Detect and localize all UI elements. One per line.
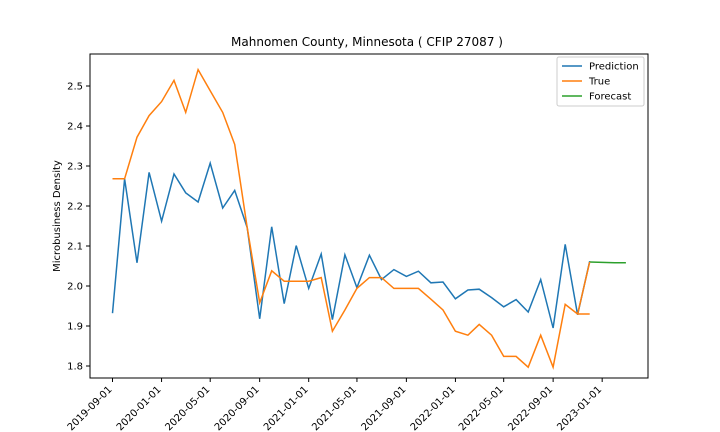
series-line-prediction bbox=[111, 160, 591, 329]
y-tick-label: 1.8 bbox=[67, 362, 83, 373]
x-axis: 2019-09-01 2020-01-01 2020-05-01 2020-09-01… bbox=[66, 378, 604, 432]
x-tick-label: 2021-01-01 bbox=[262, 384, 311, 432]
y-tick-label: 1.9 bbox=[67, 322, 83, 333]
legend-box bbox=[556, 56, 645, 107]
x-tick-label: 2020-09-01 bbox=[213, 384, 262, 432]
series-line-true bbox=[112, 67, 590, 370]
x-tick-label: 2020-01-01 bbox=[115, 384, 164, 432]
plot-area bbox=[89, 53, 649, 379]
legend-label-true: True bbox=[588, 77, 610, 88]
legend: Prediction True Forecast bbox=[556, 56, 645, 107]
y-axis-label: Microbusiness Density bbox=[52, 160, 63, 272]
y-tick-label: 2.4 bbox=[67, 122, 83, 133]
x-tick-label: 2019-09-01 bbox=[66, 384, 115, 432]
y-tick-label: 2.3 bbox=[67, 162, 83, 173]
x-tick-label: 2023-01-01 bbox=[555, 384, 604, 432]
legend-label-prediction: Prediction bbox=[589, 62, 639, 73]
series-line-forecast bbox=[589, 261, 626, 264]
x-tick-label: 2021-09-01 bbox=[360, 384, 409, 432]
series-line-true-tail bbox=[576, 261, 591, 315]
y-tick-label: 2.1 bbox=[67, 242, 83, 253]
x-tick-label: 2022-05-01 bbox=[457, 384, 506, 432]
chart-title: Mahnomen County, Minnesota ( CFIP 27087 … bbox=[231, 35, 503, 49]
series-layer bbox=[111, 67, 626, 370]
x-tick-label: 2021-05-01 bbox=[310, 384, 359, 432]
y-tick-label: 2.5 bbox=[67, 82, 83, 93]
x-tick-label: 2022-01-01 bbox=[409, 384, 458, 432]
y-axis: 1.8 1.9 2.0 2.1 2.2 2.3 2.4 2.5 bbox=[67, 82, 90, 373]
x-tick-label: 2020-05-01 bbox=[163, 384, 212, 432]
x-tick-label: 2022-09-01 bbox=[506, 384, 555, 432]
y-tick-label: 2.0 bbox=[67, 282, 83, 293]
y-tick-label: 2.2 bbox=[67, 202, 83, 213]
legend-label-forecast: Forecast bbox=[589, 92, 631, 103]
